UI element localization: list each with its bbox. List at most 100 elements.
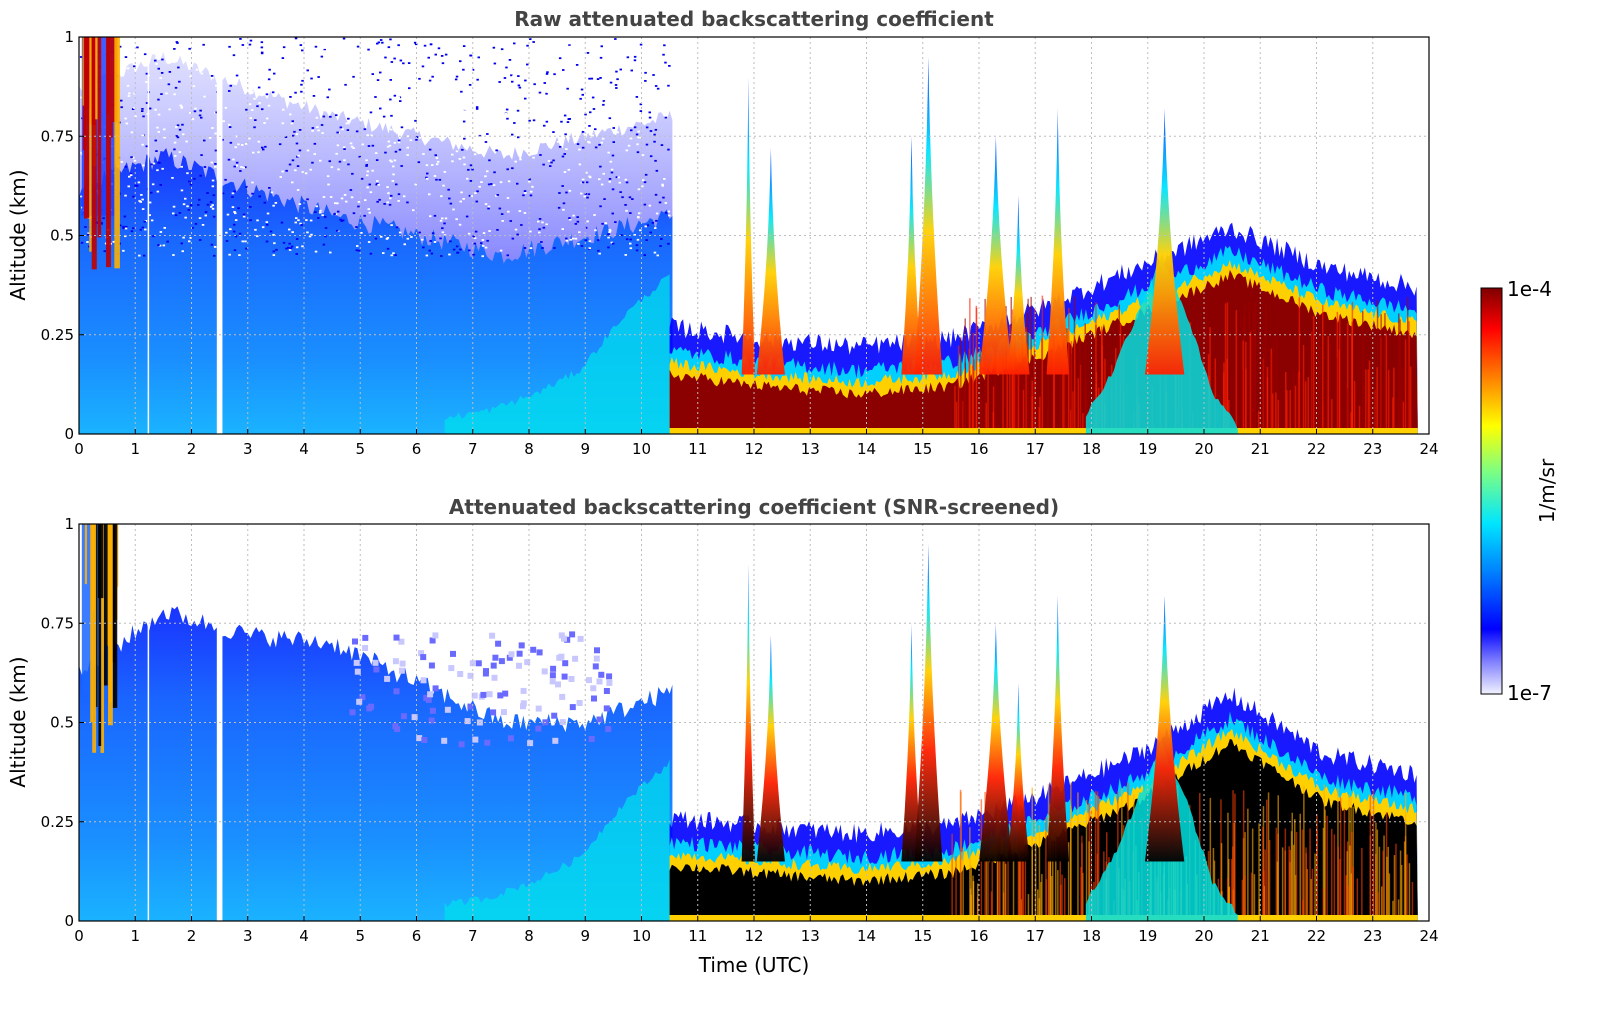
- x-tick-label: 1: [130, 440, 140, 458]
- x-tick-label: 10: [632, 927, 651, 945]
- cloud-plume: [741, 76, 756, 375]
- cloud-plume: [1046, 108, 1069, 375]
- y-tick-label: 1: [64, 28, 74, 46]
- x-tick-label: 17: [1026, 440, 1045, 458]
- x-tick-label: 0: [74, 440, 84, 458]
- panel-title: Attenuated backscattering coefficient (S…: [449, 495, 1059, 519]
- x-tick-label: 20: [1194, 927, 1213, 945]
- y-tick-label: 0: [64, 912, 74, 930]
- x-tick-label: 21: [1251, 927, 1270, 945]
- y-axis-ticks: 0 0.25 0.5 0.75 1: [41, 28, 84, 443]
- y-tick-label: 1: [64, 515, 74, 533]
- x-tick-label: 11: [688, 927, 707, 945]
- x-tick-label: 24: [1419, 927, 1438, 945]
- x-tick-label: 8: [524, 927, 534, 945]
- cloud-plume: [1144, 595, 1185, 862]
- x-tick-label: 21: [1251, 440, 1270, 458]
- x-tick-label: 12: [744, 927, 763, 945]
- colorbar-max-label: 1e-4: [1507, 277, 1552, 301]
- cloud-plume: [741, 563, 756, 862]
- x-tick-label: 7: [468, 927, 478, 945]
- near-surface-band: [444, 759, 670, 921]
- aerosol-core: [669, 269, 1418, 429]
- colorbar-label: 1/m/sr: [1535, 458, 1559, 523]
- x-tick-label: 23: [1363, 440, 1382, 458]
- snr-screened-panel: Attenuated backscattering coefficient (S…: [6, 495, 1439, 977]
- gridlines: [79, 37, 1429, 434]
- x-tick-label: 17: [1026, 927, 1045, 945]
- cloud-plume: [901, 623, 922, 862]
- y-tick-label: 0.25: [41, 326, 74, 344]
- x-tick-label: 19: [1138, 440, 1157, 458]
- x-tick-label: 8: [524, 440, 534, 458]
- raw-backscatter-panel: Raw attenuated backscattering coefficien…: [6, 7, 1439, 458]
- x-tick-label: 18: [1082, 440, 1101, 458]
- x-tick-label: 9: [580, 927, 590, 945]
- x-tick-label: 15: [913, 440, 932, 458]
- x-tick-label: 15: [913, 927, 932, 945]
- x-tick-label: 10: [632, 440, 651, 458]
- cloud-plume: [979, 136, 1013, 375]
- colorbar-min-label: 1e-7: [1507, 681, 1552, 705]
- y-axis-ticks: 0 0.25 0.5 0.75 1: [41, 515, 84, 930]
- x-tick-label: 5: [355, 927, 365, 945]
- cloud-plume: [756, 635, 785, 862]
- x-tick-label: 7: [468, 440, 478, 458]
- x-tick-label: 4: [299, 440, 309, 458]
- x-axis-label: Time (UTC): [698, 953, 810, 977]
- x-tick-label: 14: [857, 927, 876, 945]
- x-tick-label: 11: [688, 440, 707, 458]
- x-tick-label: 16: [969, 927, 988, 945]
- colorbar: 1e-4 1e-7 1/m/sr: [1480, 277, 1559, 705]
- x-axis-ticks: 0 1 2 3 4 5 6 7 8 9 10 11 12 13 14 15 16 17 18 19 20 21 22 23 24: [74, 429, 1439, 458]
- panel-title: Raw attenuated backscattering coefficien…: [514, 7, 994, 31]
- cloud-plume: [914, 543, 943, 862]
- x-tick-label: 5: [355, 440, 365, 458]
- x-tick-label: 18: [1082, 927, 1101, 945]
- x-tick-label: 1: [130, 927, 140, 945]
- x-tick-label: 19: [1138, 927, 1157, 945]
- x-tick-label: 4: [299, 927, 309, 945]
- cloud-plume: [756, 148, 785, 375]
- x-tick-label: 0: [74, 927, 84, 945]
- y-tick-label: 0.75: [41, 614, 74, 632]
- x-tick-label: 16: [969, 440, 988, 458]
- cloud-plume: [979, 623, 1013, 862]
- y-tick-label: 0: [64, 425, 74, 443]
- x-tick-label: 22: [1307, 927, 1326, 945]
- y-axis-label: Altitude (km): [6, 656, 30, 787]
- x-tick-label: 6: [412, 927, 422, 945]
- x-tick-label: 13: [801, 927, 820, 945]
- gridlines: [79, 524, 1429, 921]
- x-tick-label: 6: [412, 440, 422, 458]
- x-tick-label: 9: [580, 440, 590, 458]
- low-signal-layer: [79, 148, 673, 434]
- x-tick-label: 24: [1419, 440, 1438, 458]
- x-tick-label: 3: [243, 440, 253, 458]
- x-tick-label: 3: [243, 927, 253, 945]
- cloud-plume: [1007, 682, 1030, 862]
- x-tick-label: 23: [1363, 927, 1382, 945]
- x-tick-label: 22: [1307, 440, 1326, 458]
- low-signal-layer: [79, 606, 673, 921]
- cloud-plume: [901, 136, 922, 375]
- y-tick-label: 0.5: [50, 714, 74, 732]
- cloud-plume: [914, 56, 943, 375]
- y-tick-label: 0.25: [41, 813, 74, 831]
- near-surface-band: [444, 274, 670, 434]
- y-axis-label: Altitude (km): [6, 169, 30, 300]
- x-tick-label: 2: [187, 927, 197, 945]
- y-tick-label: 0.75: [41, 127, 74, 145]
- aerosol-core: [669, 738, 1418, 916]
- x-tick-label: 12: [744, 440, 763, 458]
- x-tick-label: 13: [801, 440, 820, 458]
- cloud-plume: [1007, 195, 1030, 375]
- y-tick-label: 0.5: [50, 227, 74, 245]
- cloud-plume: [1046, 595, 1069, 862]
- x-tick-label: 2: [187, 440, 197, 458]
- x-tick-label: 20: [1194, 440, 1213, 458]
- colorbar-gradient: [1480, 287, 1503, 695]
- x-axis-ticks: 0 1 2 3 4 5 6 7 8 9 10 11 12 13 14 15 16 17 18 19 20 21 22 23 24: [74, 916, 1439, 945]
- x-tick-label: 14: [857, 440, 876, 458]
